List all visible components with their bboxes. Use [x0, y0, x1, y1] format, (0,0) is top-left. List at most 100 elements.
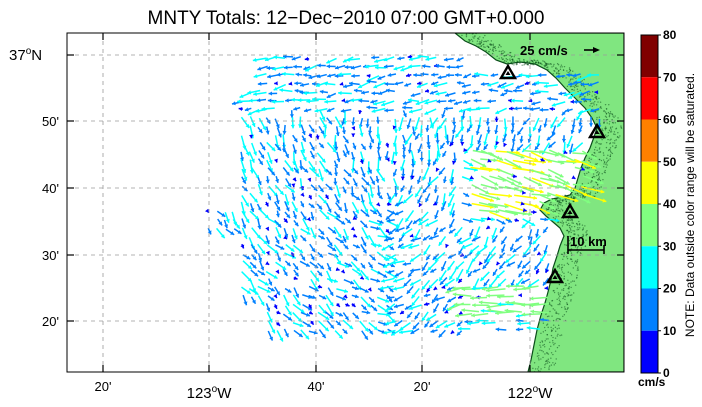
current-vector-head [471, 313, 475, 318]
current-vector-head [445, 141, 450, 145]
current-vector-head [587, 183, 592, 188]
current-vector-head [554, 152, 559, 157]
current-vector-head [310, 128, 315, 133]
current-vector-head [478, 300, 483, 305]
current-vector-head [443, 307, 447, 312]
current-vector-head [351, 121, 356, 126]
current-vector-head [287, 183, 291, 188]
current-vector-head [439, 170, 443, 175]
current-vector-head [433, 201, 438, 206]
current-vector-head [299, 323, 304, 328]
current-vector-head [274, 249, 279, 254]
current-vector-head [407, 98, 412, 103]
current-vector-head [204, 208, 209, 213]
current-vector-head [351, 126, 356, 131]
current-vector-head [406, 73, 410, 78]
current-vector-head [581, 97, 585, 102]
current-vector-head [344, 245, 349, 250]
current-vector-head [523, 106, 527, 111]
current-vector-head [520, 201, 525, 206]
current-vector-head [568, 149, 573, 154]
current-vector [489, 211, 511, 221]
current-vector-head [384, 237, 389, 242]
current-vector-head [299, 166, 304, 170]
current-vector-head [342, 238, 347, 243]
current-vector-head [454, 72, 459, 77]
current-vector-head [435, 91, 440, 96]
current-vector-head [424, 302, 428, 307]
current-vector-head [398, 237, 403, 242]
current-vector-head [542, 281, 547, 286]
current-vector-head [534, 157, 538, 162]
current-vector-head [547, 173, 552, 178]
current-vector [496, 159, 520, 169]
current-vector-head [345, 180, 350, 185]
current-vector-head [335, 132, 340, 136]
colorbar-segment [641, 119, 658, 162]
current-vector-head [393, 152, 399, 156]
current-vector [582, 175, 604, 185]
current-vector-head [290, 124, 295, 129]
current-vector-head [503, 142, 508, 147]
current-vector-head [276, 291, 280, 296]
current-vector-head [466, 269, 470, 274]
current-vector-head [439, 280, 444, 285]
current-vector-head [537, 128, 542, 133]
current-vector-head [426, 145, 431, 150]
current-vector-head [400, 310, 405, 314]
current-vector-head [362, 242, 367, 247]
current-vector-head [362, 249, 367, 254]
current-vector-head [560, 195, 565, 200]
current-vector-head [352, 216, 357, 220]
current-vector-head [539, 150, 543, 155]
current-vector-head [586, 199, 591, 204]
current-vector-head [369, 330, 373, 335]
current-vector-head [247, 111, 252, 116]
current-vector-head [319, 89, 324, 94]
current-vector-head [332, 229, 337, 234]
current-vector-head [394, 202, 399, 207]
current-vector-head [329, 311, 334, 316]
current-vector-head [410, 163, 416, 168]
current-vector-head [537, 72, 542, 78]
current-vector-head [364, 208, 369, 213]
current-vector-head [467, 107, 471, 112]
current-vector-head [290, 188, 295, 193]
current-vector-head [282, 71, 286, 76]
current-vector-head [383, 57, 388, 62]
current-vector-head [261, 146, 266, 151]
current-vector-head [410, 238, 415, 242]
current-vector-head [450, 181, 455, 185]
current-vector-head [377, 75, 382, 80]
current-vector-head [529, 296, 534, 301]
current-vector-head [308, 310, 313, 315]
reference-vector-head [593, 47, 600, 53]
current-vector-head [364, 235, 369, 240]
current-vector-head [373, 326, 378, 331]
current-vector-head [502, 138, 507, 143]
current-vector-head [341, 220, 346, 225]
current-vector-head [395, 272, 400, 277]
current-vector-head [462, 90, 467, 95]
current-vector-head [471, 286, 476, 291]
current-vector-head [294, 265, 299, 270]
current-vector-head [246, 255, 251, 260]
current-vector-head [495, 311, 499, 316]
current-vector-head [408, 245, 413, 250]
current-vector-head [327, 171, 332, 176]
current-vector-head [309, 320, 314, 325]
current-vector-head [286, 262, 291, 266]
current-vector-head [483, 145, 488, 150]
current-vector-head [354, 314, 359, 319]
current-vector-head [350, 65, 355, 70]
current-vector-head [418, 221, 423, 226]
current-vector-head [525, 270, 529, 275]
current-vector-head [537, 182, 542, 187]
current-vector-head [456, 57, 461, 62]
current-vector-head [442, 179, 447, 184]
current-vector-head [373, 101, 378, 106]
current-vector-head [574, 198, 579, 203]
current-vector-head [383, 256, 388, 261]
current-vector-head [325, 316, 330, 320]
current-vector-head [260, 301, 265, 306]
